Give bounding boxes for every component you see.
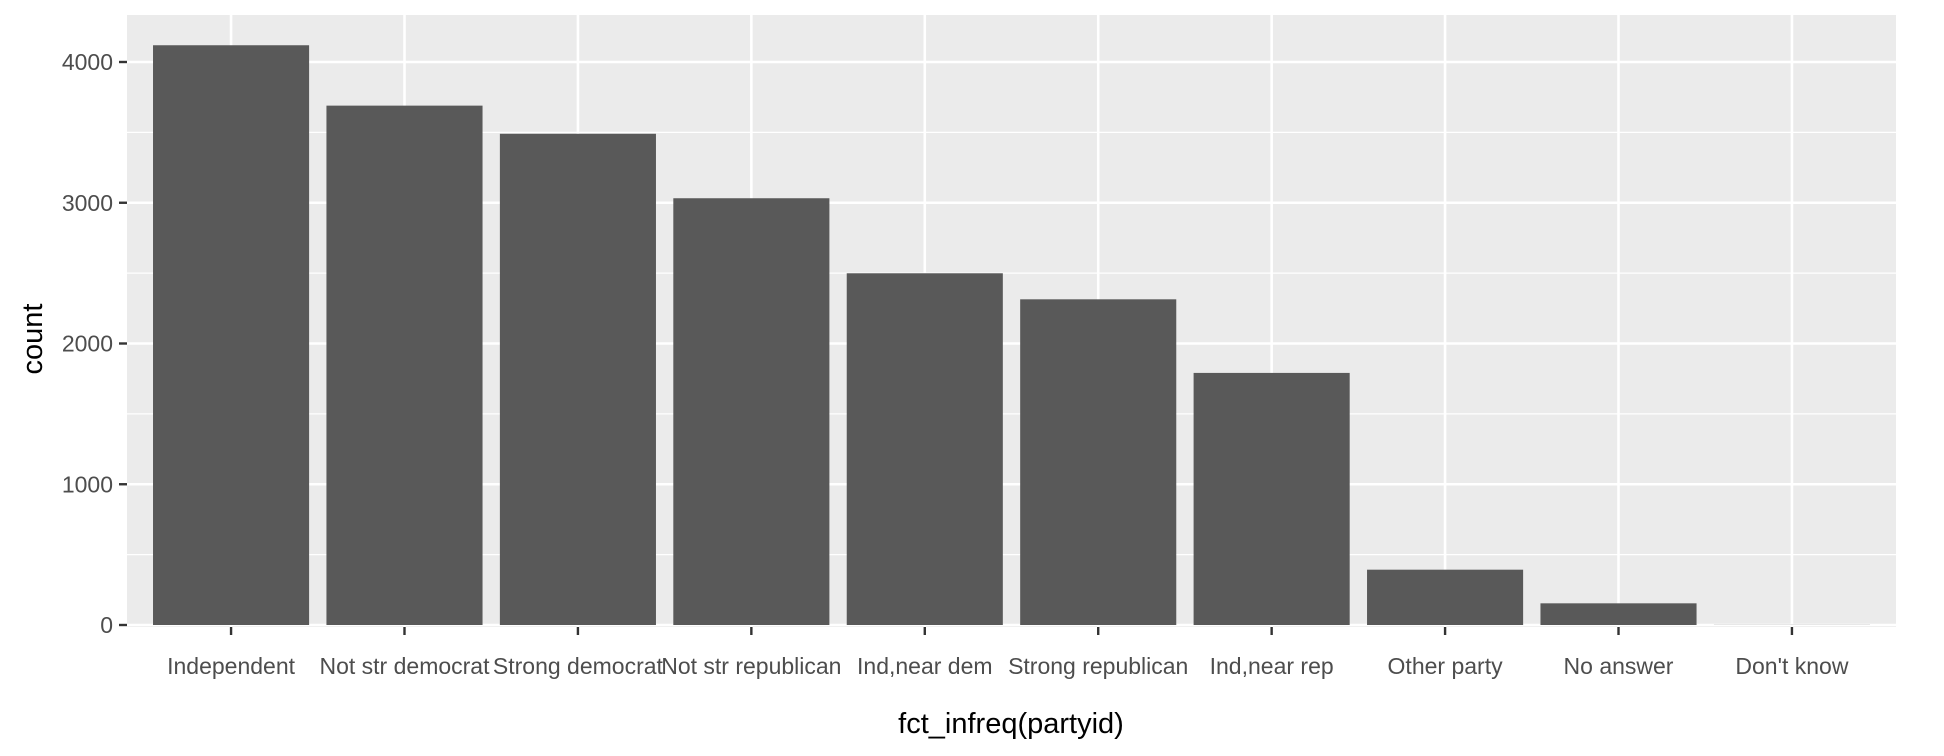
y-tick-label: 0	[100, 612, 113, 638]
bar	[673, 198, 830, 625]
bar	[499, 133, 656, 625]
x-tick-label: Not str republican	[661, 653, 841, 679]
x-tick-label: Ind,near dem	[857, 653, 993, 679]
y-axis-title: count	[17, 304, 49, 375]
bars	[153, 45, 1870, 626]
bar	[326, 105, 483, 625]
y-axis: 0 1000 2000 3000 4000	[62, 49, 127, 638]
bar	[1020, 299, 1177, 625]
x-axis: Independent Not str democrat Strong democr…	[167, 627, 1849, 679]
bar	[1540, 603, 1697, 625]
x-tick-label: Not str democrat	[319, 653, 490, 679]
x-tick-label: Other party	[1388, 653, 1504, 679]
x-axis-title: fct_infreq(partyid)	[898, 708, 1124, 740]
x-tick-label: Strong democrat	[493, 653, 664, 679]
x-tick-label: Don't know	[1735, 653, 1848, 679]
x-tick-label: Ind,near rep	[1210, 653, 1334, 679]
bar	[1193, 372, 1350, 625]
y-tick-label: 1000	[62, 471, 113, 497]
bar	[846, 273, 1003, 625]
x-tick-label: Strong republican	[1008, 653, 1188, 679]
y-tick-label: 4000	[62, 49, 113, 75]
y-tick-label: 3000	[62, 190, 113, 216]
bar	[153, 45, 310, 626]
bar	[1367, 569, 1524, 625]
y-tick-label: 2000	[62, 331, 113, 357]
x-tick-label: No answer	[1564, 653, 1674, 679]
x-tick-label: Independent	[167, 653, 296, 679]
